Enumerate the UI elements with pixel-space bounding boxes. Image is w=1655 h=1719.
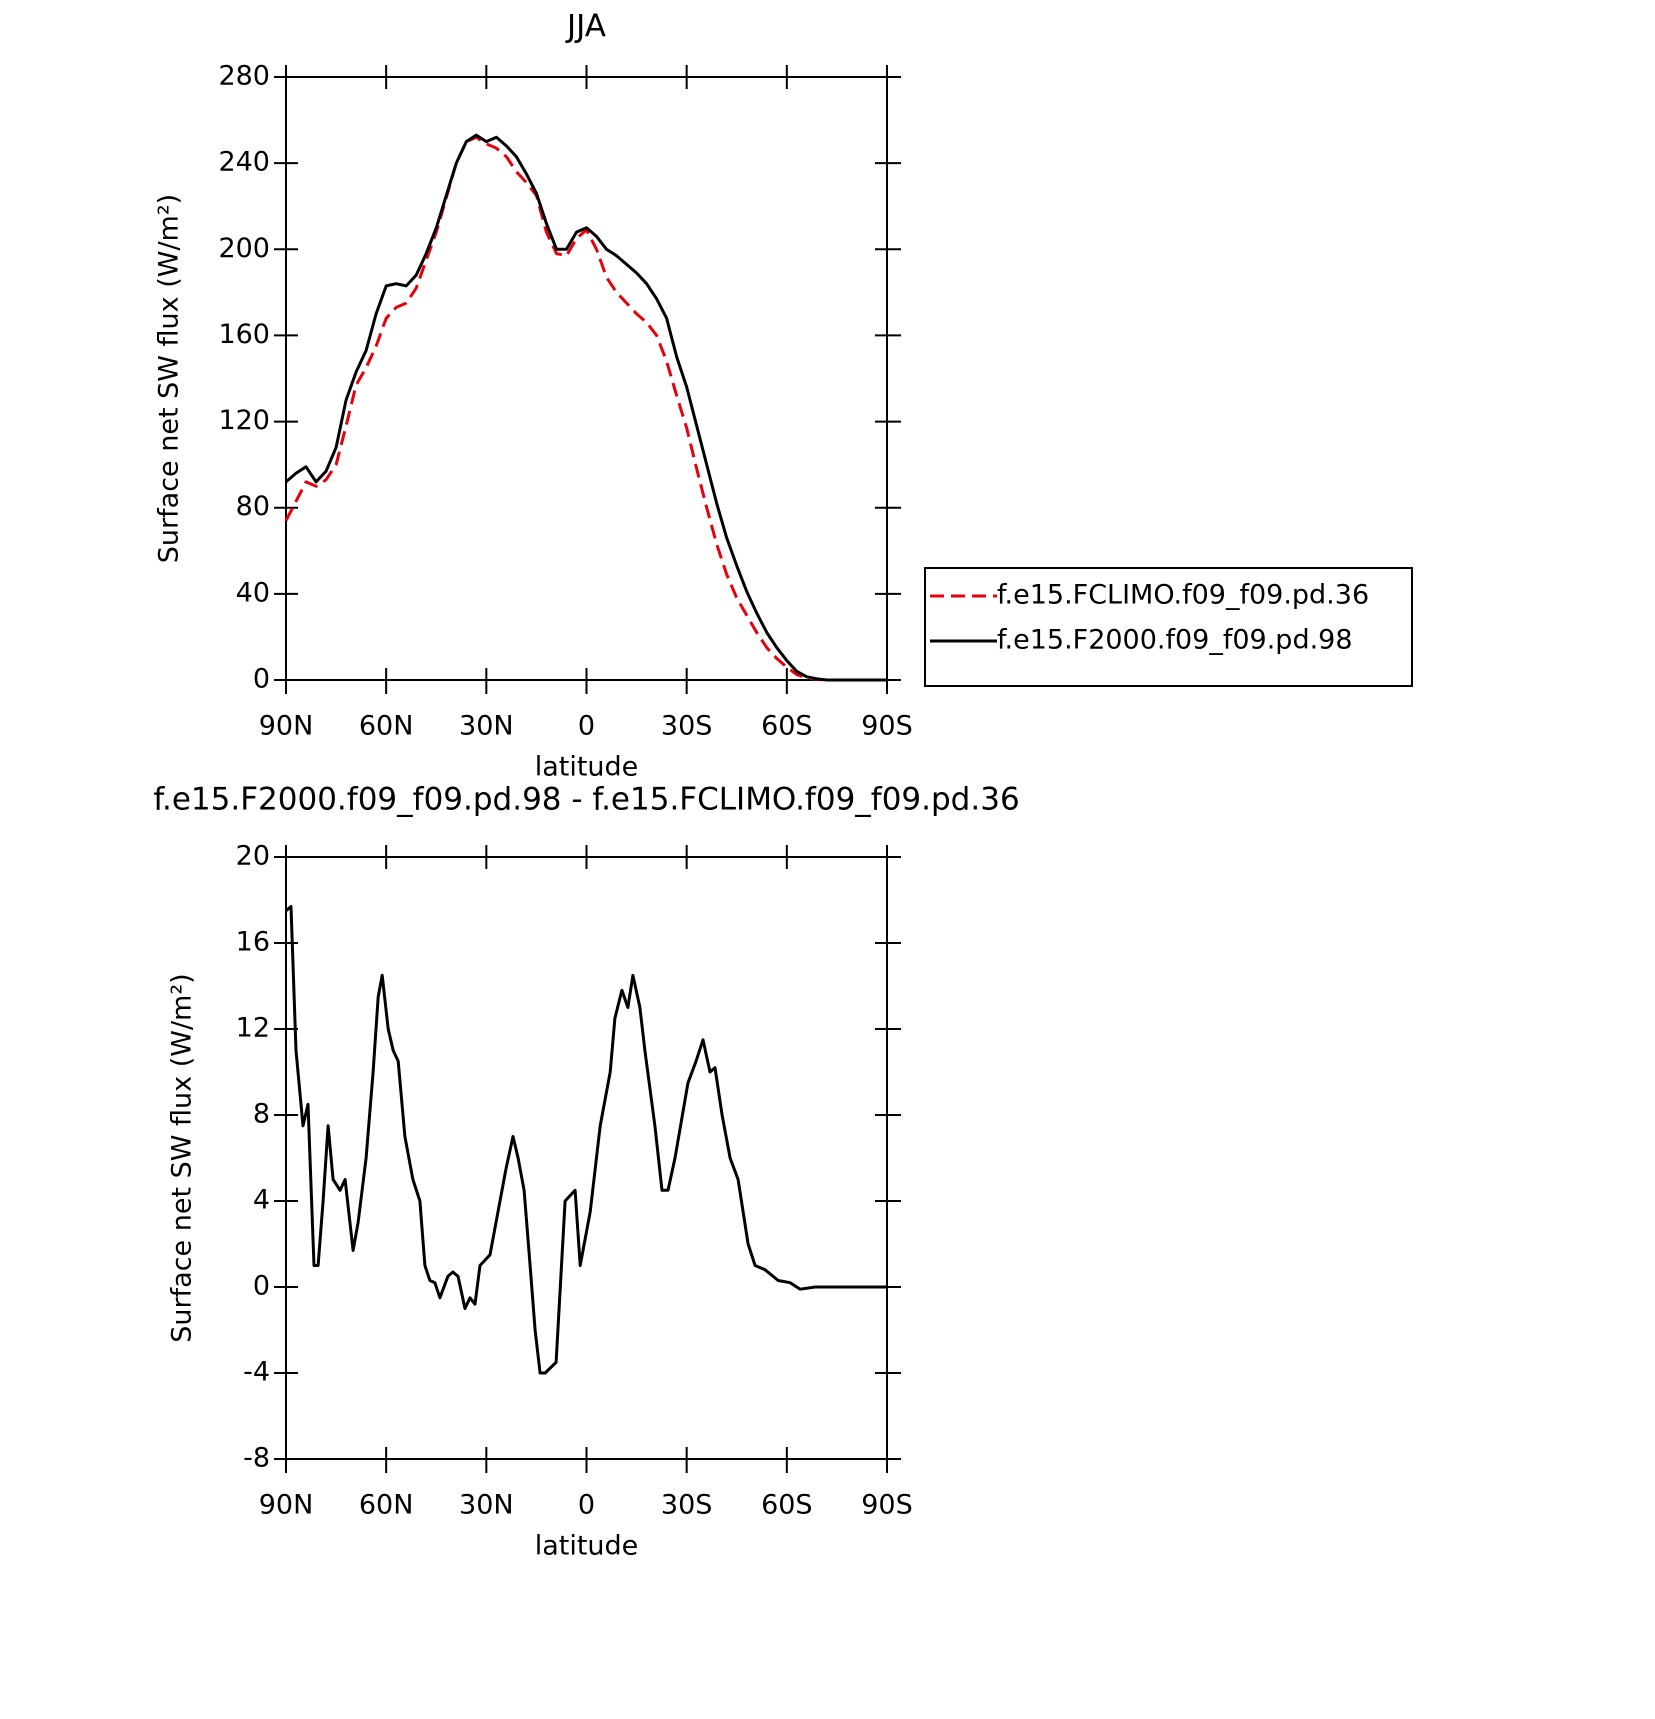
y-tick-label: 160 (218, 319, 270, 350)
y-axis-label: Surface net SW flux (W/m²) (167, 973, 198, 1342)
y-tick-label: -8 (243, 1443, 270, 1474)
y-tick-label: 0 (253, 664, 270, 695)
y-tick-label: -4 (243, 1357, 270, 1388)
legend-box (924, 567, 1413, 687)
y-tick-label: 0 (253, 1271, 270, 1302)
x-axis-label: latitude (535, 752, 639, 783)
x-tick-label: 60N (359, 1490, 414, 1521)
y-tick-label: 16 (236, 927, 270, 958)
legend-label: f.e15.F2000.f09_f09.pd.98 (997, 625, 1353, 656)
data-line (285, 133, 887, 682)
plot-frame (285, 76, 888, 681)
chart-title: JJA (565, 9, 606, 45)
data-line (284, 135, 887, 682)
y-axis-label: Surface net SW flux (W/m²) (154, 194, 185, 563)
legend-label: f.e15.FCLIMO.f09_f09.pd.36 (997, 580, 1369, 611)
y-tick-label: 12 (236, 1013, 270, 1044)
x-tick-label: 90N (259, 1490, 314, 1521)
x-tick-label: 0 (578, 1490, 595, 1521)
y-tick-label: 120 (218, 405, 270, 436)
x-tick-label: 60N (359, 711, 414, 742)
x-tick-label: 90N (259, 711, 314, 742)
x-tick-label: 30S (661, 711, 713, 742)
y-tick-label: 80 (236, 491, 270, 522)
x-tick-label: 30N (459, 1490, 514, 1521)
x-tick-label: 30N (459, 711, 514, 742)
y-tick-label: 40 (236, 577, 270, 608)
y-tick-label: 4 (253, 1185, 270, 1216)
y-tick-label: 8 (253, 1099, 270, 1130)
y-tick-label: 200 (218, 233, 270, 264)
y-tick-label: 240 (218, 147, 270, 178)
data-line (285, 905, 887, 1375)
x-tick-label: 60S (761, 1490, 813, 1521)
x-tick-label: 90S (861, 711, 913, 742)
x-axis-label: latitude (535, 1531, 639, 1562)
chart-title: f.e15.F2000.f09_f09.pd.98 - f.e15.FCLIMO… (153, 782, 1019, 818)
x-tick-label: 60S (761, 711, 813, 742)
x-tick-label: 0 (578, 711, 595, 742)
y-tick-label: 20 (236, 841, 270, 872)
x-tick-label: 30S (661, 1490, 713, 1521)
plot-frame (285, 856, 888, 1460)
y-tick-label: 280 (218, 61, 270, 92)
x-tick-label: 90S (861, 1490, 913, 1521)
